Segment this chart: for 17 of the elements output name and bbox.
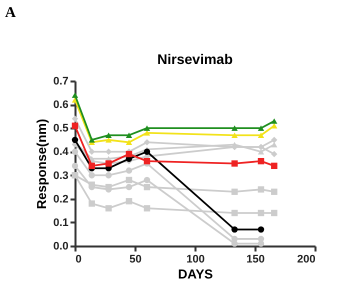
y-tick-label: 0.0: [53, 240, 68, 252]
x-tick-label: 50: [129, 254, 142, 266]
y-tick-label: 0.3: [53, 170, 68, 182]
x-axis-title: DAYS: [178, 266, 214, 282]
y-tick-label: 0.7: [53, 76, 68, 88]
x-tick-label: 100: [186, 254, 205, 266]
y-tick-label: 0.6: [53, 99, 68, 112]
x-tick-label: 150: [246, 254, 265, 266]
y-axis-title: Response(nm): [34, 118, 50, 210]
x-tick-label: 0: [76, 254, 82, 266]
y-tick-label: 0.5: [53, 122, 68, 135]
y-tick-label: 0.2: [53, 193, 68, 206]
text: A: [5, 5, 16, 21]
y-tick-label: 0.4: [53, 146, 70, 158]
chart-title: Nirsevimab: [157, 51, 233, 67]
x-tick-label: 200: [297, 254, 316, 266]
y-tick-label: 0.1: [53, 216, 68, 229]
